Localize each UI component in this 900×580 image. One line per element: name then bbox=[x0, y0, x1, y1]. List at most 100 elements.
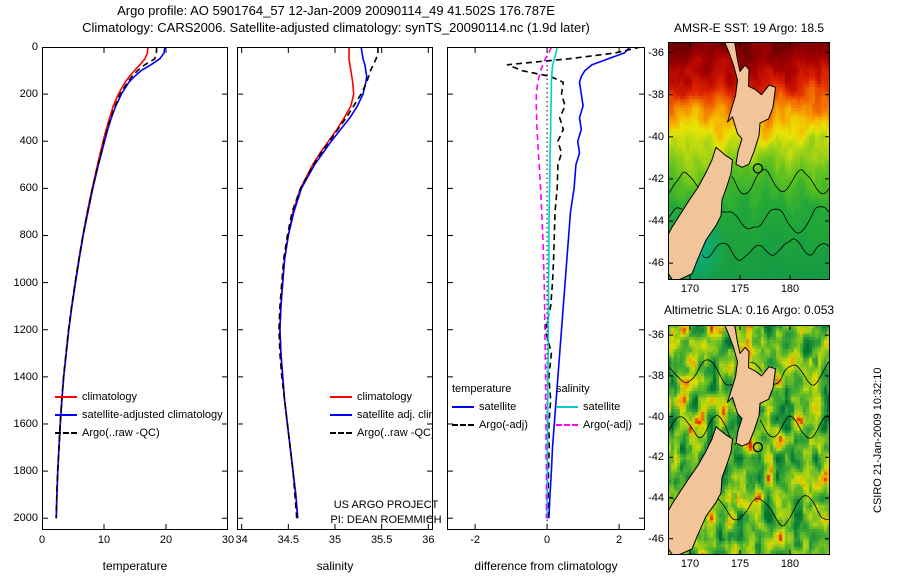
legend-label: satellite adj. clim. bbox=[357, 409, 432, 421]
legend-item: satellite-adjusted climatology bbox=[55, 406, 226, 424]
map-y-tick-label: -36 bbox=[648, 329, 664, 342]
sla-overlay bbox=[668, 325, 830, 555]
float-position-marker bbox=[752, 163, 764, 174]
map-y-tick-label: -44 bbox=[648, 492, 664, 504]
x-tick-label: 36 bbox=[422, 534, 435, 546]
map-x-tick-label: 180 bbox=[780, 283, 800, 295]
temperature-profile-panel bbox=[41, 46, 229, 530]
legend-label: climatology bbox=[82, 391, 138, 403]
y-tick-label: 0 bbox=[31, 41, 38, 53]
y-tick-label: 1800 bbox=[13, 465, 38, 478]
map-y-tick-label: -40 bbox=[648, 410, 664, 423]
legend-line-sample bbox=[55, 432, 77, 434]
legend-line-sample bbox=[556, 406, 578, 408]
legend-line-sample bbox=[452, 406, 474, 408]
float-position-marker bbox=[752, 442, 764, 453]
difference-legend-salinity-group: salinity satellite Argo(-adj) bbox=[556, 381, 648, 434]
y-tick-label: 1400 bbox=[13, 370, 38, 383]
map-x-tick-label: 170 bbox=[680, 283, 700, 295]
legend-item: satellite adj. clim. bbox=[330, 406, 432, 424]
legend-line-sample bbox=[452, 424, 474, 426]
legend-item: Argo(..raw -QC) bbox=[330, 424, 432, 442]
map-x-tick-label: 170 bbox=[680, 558, 700, 570]
legend-group-header: temperature bbox=[452, 383, 512, 395]
y-tick-label: 400 bbox=[19, 135, 38, 148]
legend-label: Argo(-adj) bbox=[479, 419, 528, 431]
map-y-tick-label: -44 bbox=[648, 215, 664, 228]
map-y-tick-label: -36 bbox=[648, 46, 664, 59]
y-tick-label: 1000 bbox=[13, 276, 38, 289]
x-tick-label: 30 bbox=[221, 534, 235, 546]
salinity-axis-label: salinity bbox=[316, 559, 354, 573]
x-tick-label: 20 bbox=[159, 534, 173, 546]
difference-legend-temperature-group: temperature satellite Argo(-adj) bbox=[452, 381, 554, 434]
x-tick-label: 0 bbox=[38, 534, 46, 546]
legend-item: Argo(..raw -QC) bbox=[55, 424, 226, 442]
sst-map-title: AMSR-E SST: 19 Argo: 18.5 bbox=[673, 21, 825, 35]
legend-item: climatology bbox=[55, 388, 226, 406]
us-argo-project-text: US ARGO PROJECT bbox=[333, 499, 439, 511]
x-tick-label: 34 bbox=[235, 534, 248, 546]
y-tick-label: 2000 bbox=[13, 512, 38, 525]
temperature-plot bbox=[41, 46, 229, 530]
legend-label: satellite-adjusted climatology bbox=[82, 409, 223, 421]
legend-item: climatology bbox=[330, 388, 432, 406]
legend-label: Argo(..raw -QC) bbox=[82, 427, 160, 439]
map-x-tick-label: 175 bbox=[730, 558, 750, 570]
sla-map bbox=[668, 325, 830, 555]
map-y-tick-label: -42 bbox=[648, 172, 664, 185]
legend-line-sample bbox=[330, 414, 352, 416]
map-y-tick-label: -38 bbox=[648, 369, 664, 382]
legend-item: satellite bbox=[556, 398, 648, 416]
map-x-tick-label: 180 bbox=[780, 558, 800, 570]
map-y-tick-label: -46 bbox=[648, 532, 664, 545]
figure-title-line2: Climatology: CARS2006. Satellite-adjuste… bbox=[82, 20, 590, 35]
sst-overlay bbox=[668, 42, 830, 280]
temperature-legend: climatology satellite-adjusted climatolo… bbox=[55, 388, 226, 442]
x-tick-label: 35.5 bbox=[370, 534, 393, 546]
difference-axis-label: difference from climatology bbox=[474, 559, 618, 573]
x-tick-label: 34.5 bbox=[277, 534, 300, 546]
legend-line-sample bbox=[330, 432, 352, 434]
x-tick-label: 0 bbox=[544, 534, 551, 546]
temperature-axis-label: temperature bbox=[102, 559, 168, 573]
legend-label: satellite bbox=[583, 401, 621, 413]
map-y-tick-label: -46 bbox=[648, 257, 664, 270]
salinity-profile-panel bbox=[237, 46, 433, 530]
legend-group-header: salinity bbox=[556, 383, 590, 395]
sst-map bbox=[668, 42, 830, 280]
difference-profile-panel bbox=[447, 46, 645, 530]
figure-title-line1: Argo profile: AO 5901764_57 12-Jan-2009 … bbox=[117, 3, 555, 18]
pi-text: PI: DEAN ROEMMICH bbox=[330, 514, 442, 526]
salinity-legend: climatology satellite adj. clim. Argo(..… bbox=[330, 388, 432, 442]
credit-text: CSIRO 21-Jan-2009 10:32:10 bbox=[872, 367, 884, 513]
x-tick-label: 10 bbox=[97, 534, 111, 546]
map-y-tick-label: -40 bbox=[648, 130, 664, 143]
legend-item: satellite bbox=[452, 398, 554, 416]
x-tick-label: 35 bbox=[328, 534, 342, 546]
legend-line-sample bbox=[556, 424, 578, 426]
legend-label: climatology bbox=[357, 391, 413, 403]
legend-label: satellite bbox=[479, 401, 517, 413]
legend-item: Argo(-adj) bbox=[452, 416, 554, 434]
y-tick-label: 200 bbox=[19, 88, 38, 101]
legend-line-sample bbox=[55, 396, 77, 398]
y-tick-label: 600 bbox=[19, 182, 38, 195]
y-tick-label: 1200 bbox=[13, 323, 38, 336]
x-tick-label: 2 bbox=[616, 534, 623, 546]
legend-label: Argo(-adj) bbox=[583, 419, 632, 431]
sla-map-title: Altimetric SLA: 0.16 Argo: 0.053 bbox=[663, 303, 835, 317]
legend-label: Argo(..raw -QC) bbox=[357, 427, 432, 439]
legend-line-sample bbox=[55, 414, 77, 416]
map-x-tick-label: 175 bbox=[730, 283, 750, 295]
map-y-tick-label: -42 bbox=[648, 451, 664, 464]
difference-plot bbox=[447, 46, 645, 530]
y-tick-label: 800 bbox=[19, 229, 38, 242]
map-y-tick-label: -38 bbox=[648, 88, 664, 101]
legend-item: Argo(-adj) bbox=[556, 416, 648, 434]
x-tick-label: -2 bbox=[470, 534, 480, 546]
legend-line-sample bbox=[330, 396, 352, 398]
y-tick-label: 1600 bbox=[13, 417, 38, 430]
salinity-plot bbox=[237, 46, 433, 530]
